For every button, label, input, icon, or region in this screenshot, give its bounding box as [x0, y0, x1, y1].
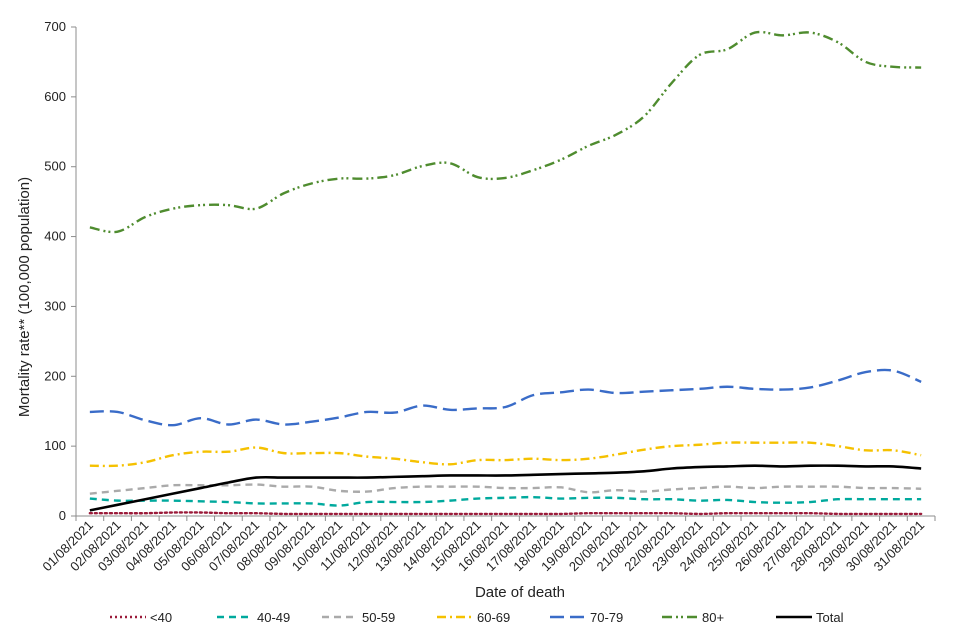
y-tick-label: 400 — [44, 229, 66, 244]
legend-label-total: Total — [816, 610, 844, 625]
y-tick-label: 200 — [44, 368, 66, 383]
series-lines — [88, 30, 923, 516]
legend-label-80-plus: 80+ — [702, 610, 724, 625]
y-axis-ticks: 0 100 200 300 400 500 600 700 — [44, 19, 76, 523]
series-line-50-59 — [89, 483, 922, 495]
series-line-70-79 — [89, 368, 922, 427]
y-tick-label: 300 — [44, 298, 66, 313]
series-line-60-69 — [89, 441, 922, 468]
x-axis-title: Date of death — [475, 584, 565, 601]
series-line-total — [89, 464, 922, 512]
x-axis-ticks: 01/08/202102/08/202103/08/202104/08/2021… — [39, 516, 936, 574]
series-line-40-49 — [89, 495, 922, 507]
legend-label-70-79: 70-79 — [590, 610, 623, 625]
y-tick-label: 700 — [44, 19, 66, 34]
y-tick-label: 0 — [59, 508, 66, 523]
legend-label-60-69: 60-69 — [477, 610, 510, 625]
series-line-80-plus — [89, 30, 922, 234]
legend-label-40-49: 40-49 — [257, 610, 290, 625]
legend-label-50-59: 50-59 — [362, 610, 395, 625]
y-axis-title: Mortality rate** (100,000 population) — [16, 177, 33, 417]
series-line-under-40 — [88, 511, 923, 516]
y-tick-label: 600 — [44, 89, 66, 104]
legend-label-under-40: <40 — [150, 610, 172, 625]
axes — [75, 27, 935, 517]
y-tick-label: 100 — [44, 438, 66, 453]
legend: <40 40-49 50-59 60-69 70-79 80+ Total — [110, 610, 844, 625]
y-tick-label: 500 — [44, 159, 66, 174]
